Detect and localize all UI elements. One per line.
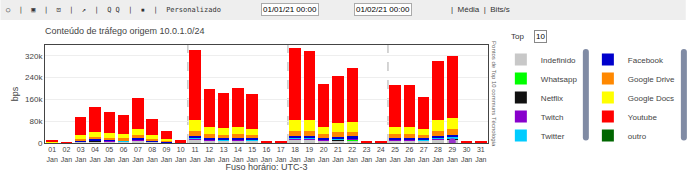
svg-text:Netflix: Netflix	[541, 94, 563, 103]
svg-text:○ | ▣ | ⊡ | ↗ | Q Q |: ○ | ▣ | ⊡ | ↗ | Q Q | ▪ | Personalizado	[6, 6, 221, 14]
svg-text:17Jan: 17Jan	[275, 146, 286, 162]
svg-text:05Jan: 05Jan	[104, 146, 115, 162]
svg-text:03Jan: 03Jan	[75, 146, 86, 162]
svg-text:27Jan: 27Jan	[418, 146, 429, 162]
svg-text:Twitch: Twitch	[541, 113, 564, 122]
svg-text:80k: 80k	[29, 117, 43, 126]
svg-text:Facebook: Facebook	[628, 56, 664, 65]
svg-text:23Jan: 23Jan	[361, 146, 372, 162]
svg-text:0: 0	[38, 139, 43, 148]
svg-text:08Jan: 08Jan	[147, 146, 158, 162]
svg-text:06Jan: 06Jan	[118, 146, 129, 162]
svg-text:Indefinido: Indefinido	[541, 56, 576, 65]
svg-text:Conteúdo de tráfego origem 10.: Conteúdo de tráfego origem 10.0.1.0/24	[45, 26, 205, 36]
svg-text:26Jan: 26Jan	[404, 146, 415, 162]
svg-text:02Jan: 02Jan	[61, 146, 72, 162]
svg-text:Whatsapp: Whatsapp	[541, 75, 578, 84]
svg-text:10Jan: 10Jan	[175, 146, 186, 162]
svg-text:01/01/21 00:00: 01/01/21 00:00	[263, 5, 317, 14]
svg-text:07Jan: 07Jan	[132, 146, 143, 162]
svg-text:Fuso horário: UTC-3: Fuso horário: UTC-3	[225, 163, 307, 173]
svg-text:Pontos de Top 10 communs Técno: Pontos de Top 10 communs Técnologia	[491, 41, 497, 147]
svg-text:28Jan: 28Jan	[432, 146, 443, 162]
svg-text:22Jan: 22Jan	[347, 146, 358, 162]
svg-text:240k: 240k	[25, 73, 43, 82]
svg-text:09Jan: 09Jan	[161, 146, 172, 162]
svg-text:24Jan: 24Jan	[375, 146, 386, 162]
svg-text:Twitter: Twitter	[541, 132, 565, 141]
svg-text:320k: 320k	[25, 52, 43, 61]
svg-text:bps: bps	[10, 86, 20, 101]
svg-text:160k: 160k	[25, 95, 43, 104]
svg-text:21Jan: 21Jan	[332, 146, 343, 162]
svg-text:16Jan: 16Jan	[261, 146, 272, 162]
svg-text:31Jan: 31Jan	[475, 146, 486, 162]
svg-text:11Jan: 11Jan	[189, 146, 200, 162]
svg-text:01Jan: 01Jan	[47, 146, 58, 162]
svg-text:19Jan: 19Jan	[304, 146, 315, 162]
svg-text:01/02/21 00:00: 01/02/21 00:00	[356, 5, 410, 14]
svg-text:10: 10	[536, 32, 545, 41]
svg-text:29Jan: 29Jan	[447, 146, 458, 162]
svg-text:Youtube: Youtube	[628, 113, 658, 122]
svg-text:Google Docs: Google Docs	[628, 94, 674, 103]
svg-text:Google Drive: Google Drive	[628, 75, 675, 84]
svg-text:12Jan: 12Jan	[204, 146, 215, 162]
svg-text:20Jan: 20Jan	[318, 146, 329, 162]
svg-text:| Média | Bits/s: | Média | Bits/s	[451, 5, 510, 14]
svg-text:18Jan: 18Jan	[289, 146, 300, 162]
svg-text:04Jan: 04Jan	[89, 146, 100, 162]
svg-text:13Jan: 13Jan	[218, 146, 229, 162]
svg-text:Top: Top	[511, 32, 524, 41]
svg-text:outro: outro	[628, 132, 647, 141]
svg-text:25Jan: 25Jan	[389, 146, 400, 162]
svg-text:14Jan: 14Jan	[232, 146, 243, 162]
svg-text:30Jan: 30Jan	[461, 146, 472, 162]
svg-text:15Jan: 15Jan	[247, 146, 258, 162]
